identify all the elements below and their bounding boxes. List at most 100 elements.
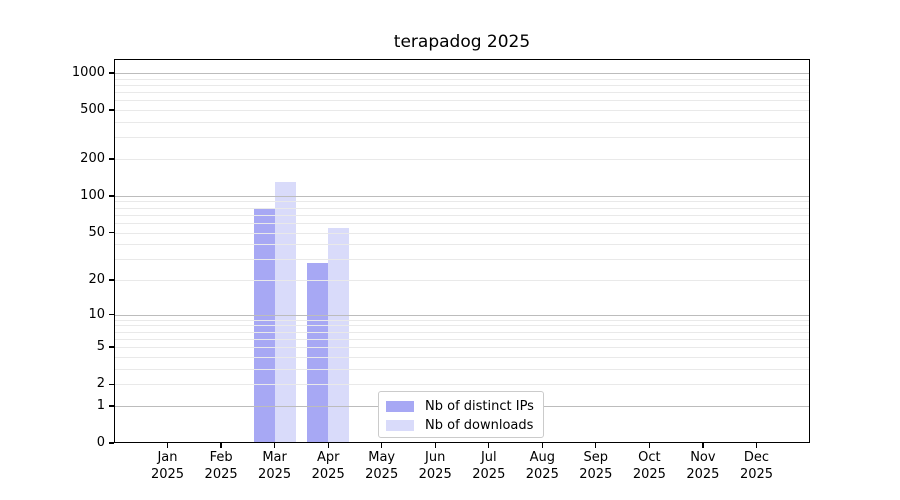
- x-tick-label: Oct 2025: [619, 449, 679, 483]
- y-tick-mark: [109, 279, 114, 281]
- x-tick-month: Jan: [157, 450, 178, 465]
- x-tick-year: 2025: [418, 467, 452, 482]
- y-tick-label: 2: [96, 376, 105, 392]
- x-tick-mark: [166, 443, 169, 448]
- y-tick-mark: [109, 231, 114, 234]
- x-tick-month: Nov: [690, 450, 716, 465]
- y-tick-mark: [109, 313, 114, 316]
- y-tick-label: 1: [96, 397, 105, 413]
- x-tick-mark: [488, 443, 490, 448]
- y-tick-mark: [109, 109, 114, 111]
- gridline-minor: [114, 325, 810, 327]
- y-tick-label: 100: [80, 187, 105, 203]
- x-tick-mark: [541, 443, 543, 448]
- y-tick-label: 1000: [71, 65, 105, 80]
- gridline-minor: [114, 244, 810, 246]
- y-tick-label: 20: [88, 272, 105, 287]
- y-tick-label: 0: [96, 435, 105, 450]
- x-tick-mark: [595, 443, 597, 448]
- y-tick-mark: [109, 405, 114, 407]
- x-tick-month: Feb: [209, 450, 233, 465]
- gridline-minor: [114, 78, 810, 80]
- x-tick-label: Aug 2025: [512, 449, 572, 483]
- legend-swatch: [386, 401, 414, 412]
- legend-label: Nb of distinct IPs: [425, 398, 534, 414]
- gridline-minor: [114, 159, 810, 160]
- gridline-minor: [114, 356, 810, 358]
- x-tick-label: Apr 2025: [298, 449, 358, 483]
- gridline-minor: [114, 338, 810, 340]
- gridline-minor: [114, 222, 810, 224]
- gridline-minor: [114, 100, 810, 102]
- x-tick-month: Apr: [316, 450, 340, 465]
- x-tick-label: Dec 2025: [727, 449, 787, 483]
- x-tick-label: Nov 2025: [673, 449, 733, 483]
- gridline-minor: [114, 384, 810, 386]
- x-tick-mark: [327, 443, 329, 448]
- x-tick-label: Mar 2025: [245, 449, 305, 483]
- x-tick-year: 2025: [258, 467, 292, 482]
- gridline-minor: [114, 137, 810, 139]
- gridline-minor: [114, 232, 810, 234]
- gridline-major: [114, 73, 810, 74]
- x-tick-year: 2025: [579, 467, 613, 482]
- x-tick-label: Feb 2025: [191, 449, 251, 483]
- x-tick-year: 2025: [632, 467, 666, 482]
- legend-item: Nb of distinct IPs: [379, 397, 543, 416]
- x-tick-year: 2025: [150, 467, 185, 482]
- legend-item: Nb of downloads: [379, 416, 543, 435]
- x-tick-year: 2025: [472, 467, 506, 482]
- x-tick-label: Jun 2025: [405, 449, 465, 483]
- x-tick-mark: [702, 443, 704, 448]
- x-tick-mark: [434, 443, 436, 448]
- x-tick-month: Jun: [425, 450, 446, 465]
- y-tick-label: 500: [80, 102, 105, 118]
- x-tick-label: Jan 2025: [138, 449, 198, 483]
- y-tick-mark: [109, 442, 114, 444]
- x-tick-mark: [273, 443, 276, 448]
- y-tick-label: 10: [88, 306, 105, 322]
- y-tick-mark: [109, 158, 114, 160]
- bar-downloads: [328, 228, 350, 443]
- x-tick-label: Sep 2025: [566, 449, 626, 483]
- x-tick-month: Jul: [480, 450, 497, 465]
- legend: Nb of distinct IPs Nb of downloads: [378, 391, 544, 438]
- plot-area: [114, 59, 810, 443]
- gridline-minor: [114, 92, 810, 94]
- x-tick-year: 2025: [365, 467, 399, 482]
- legend-swatch: [386, 420, 414, 431]
- y-tick-label: 5: [96, 339, 105, 355]
- x-tick-year: 2025: [739, 467, 774, 482]
- bar-distinct-ips: [307, 262, 329, 443]
- x-tick-year: 2025: [204, 467, 238, 482]
- gridline-minor: [114, 280, 810, 281]
- x-tick-mark: [648, 443, 651, 448]
- gridline-major: [114, 195, 810, 197]
- y-tick-label: 50: [88, 224, 105, 240]
- y-tick-mark: [109, 72, 114, 74]
- gridline-minor: [114, 331, 810, 333]
- x-tick-month: Mar: [262, 450, 287, 465]
- x-tick-year: 2025: [525, 467, 559, 482]
- bar-downloads: [274, 182, 296, 443]
- y-tick-mark: [109, 383, 114, 385]
- x-tick-mark: [755, 443, 758, 448]
- gridline-minor: [114, 368, 810, 370]
- gridline-minor: [114, 122, 810, 123]
- y-tick-mark: [109, 195, 114, 197]
- gridline-major: [114, 314, 810, 316]
- x-tick-month: Sep: [583, 450, 609, 465]
- gridline-minor: [114, 110, 810, 112]
- x-tick-month: Dec: [743, 450, 770, 465]
- legend-label: Nb of downloads: [425, 417, 534, 433]
- x-tick-month: Aug: [529, 450, 555, 465]
- x-tick-mark: [220, 443, 222, 448]
- x-tick-year: 2025: [311, 467, 345, 482]
- x-tick-mark: [381, 443, 383, 448]
- gridline-minor: [114, 85, 810, 86]
- chart-title: terapadog 2025: [393, 32, 531, 52]
- gridline-minor: [114, 319, 810, 321]
- gridline-minor: [114, 347, 810, 349]
- x-tick-month: Oct: [638, 450, 661, 465]
